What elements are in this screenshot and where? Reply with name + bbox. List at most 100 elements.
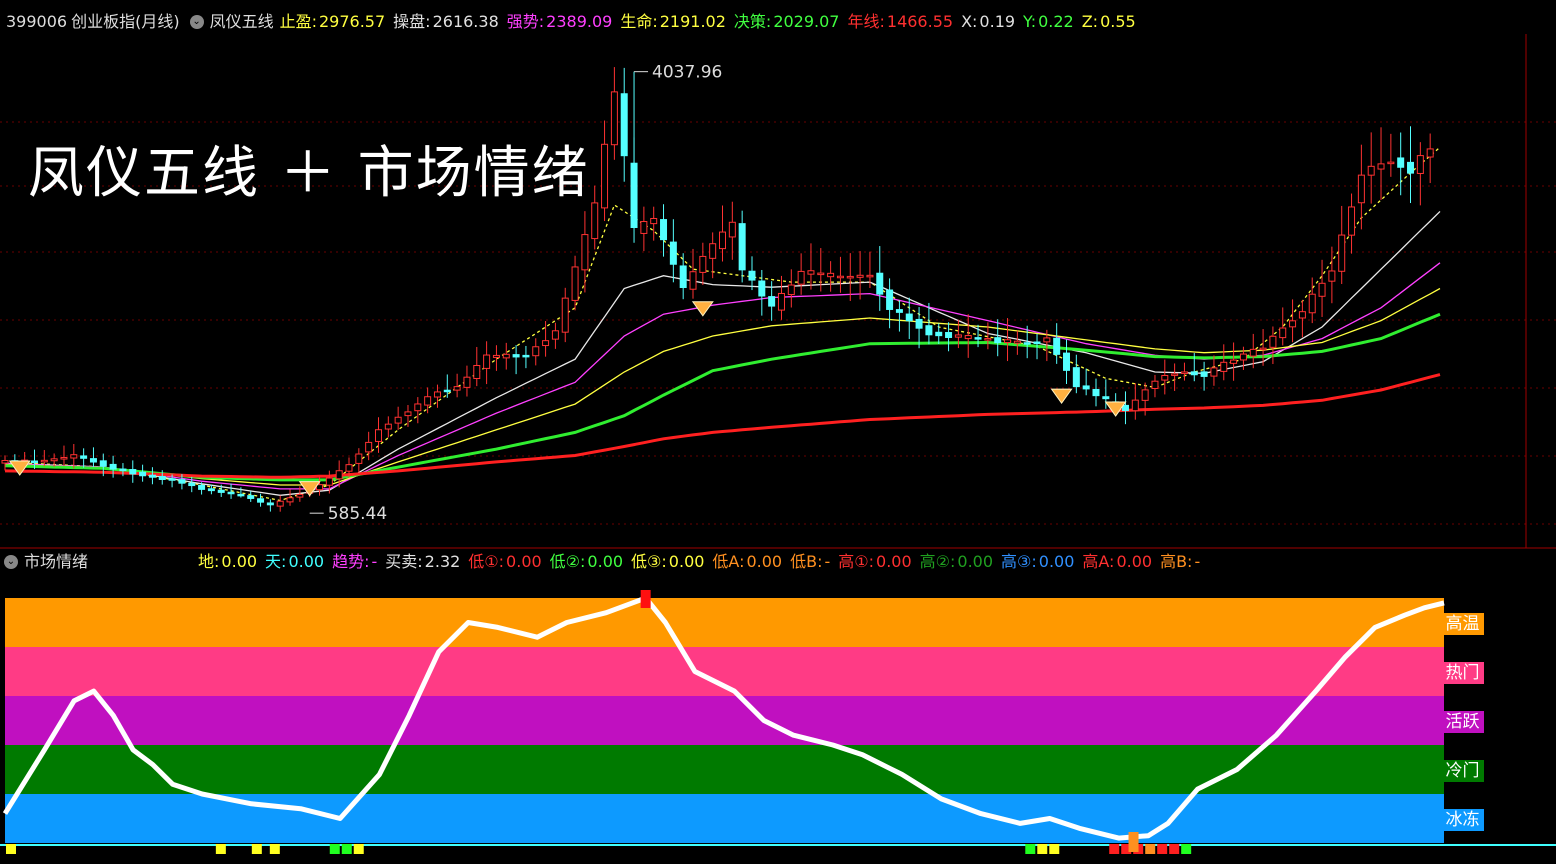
candle [217,489,225,493]
candle [158,475,166,480]
zone-tag [1441,760,1484,782]
candle [827,272,835,278]
sub-item-label: 低A: [712,552,745,571]
candle [758,280,766,297]
candle [689,271,697,290]
candle [905,313,913,322]
candle [1043,337,1051,343]
sub-item-value: - [1194,552,1201,571]
candle [1279,327,1287,339]
candlestick-chart[interactable]: 4037.96 585.44 [0,34,1556,549]
sub-item-value: 0.00 [288,552,325,571]
header-item-label: 生命: [620,12,658,31]
candle [247,495,255,499]
chevron-down-icon[interactable]: ⌄ [189,15,204,29]
chevron-down-icon[interactable]: ⌄ [4,555,18,569]
candle [60,457,68,460]
candle [777,292,785,311]
sub-indicator-name[interactable]: 市场情绪 [24,552,89,571]
candle [473,364,481,380]
candle [620,93,628,157]
peak-marker [640,590,651,608]
buy-signal-icon [8,460,31,476]
candle [984,338,992,341]
sub-item-label: 高B: [1160,552,1193,571]
candle [817,272,825,276]
header-item-label: 止盈: [279,12,317,31]
candle [768,296,776,307]
header-item-label: 操盘: [393,12,431,31]
buy-signal-icon [1050,388,1073,404]
candle [1259,347,1267,351]
zone-tag [1441,662,1484,684]
zone-band [5,794,1444,843]
ma-line-0 [4,146,1441,502]
candle [601,143,609,209]
sub-item-label: 高③: [1001,552,1037,571]
zone-band [5,598,1444,647]
signal-square [1109,844,1120,854]
sub-item-label: 趋势: [332,552,370,571]
candle [974,337,982,340]
candle [355,453,363,464]
candle [1348,206,1356,236]
candle [1180,371,1188,374]
sentiment-chart[interactable] [0,582,1556,864]
signal-square [1037,844,1048,854]
candle [1141,389,1149,401]
candle [335,470,343,480]
candle [483,354,491,369]
signal-square [1169,844,1180,854]
candle [571,266,579,301]
candle [561,297,569,333]
candle [748,270,756,281]
candle [650,217,658,225]
candle [89,458,97,463]
candle [365,441,373,453]
signal-square [1025,844,1036,854]
signal-square [1181,844,1192,854]
candle [1230,359,1238,364]
zone-label: 冷门 [1445,761,1480,781]
candle [846,275,854,279]
candle [1200,371,1208,377]
candle [99,460,107,467]
header-item-label: 强势: [506,12,545,31]
candle [296,493,304,498]
candle [374,429,382,442]
candle [384,423,392,430]
buy-signal-icon [691,301,714,317]
trough-marker [1128,832,1139,852]
candle [876,272,884,295]
symbol-name: 创业板指(月线) [71,12,180,31]
candle [30,460,38,464]
header-item-label: 决策: [733,12,772,31]
candle [1377,163,1385,170]
ma-line-5 [4,373,1441,479]
candle [1131,399,1139,412]
sub-item-label: 地: [198,552,220,571]
overlay-title: 凤仪五线 ＋ 市场情绪 [28,141,590,206]
candle [679,265,687,288]
zone-label: 活跃 [1445,712,1480,732]
candle [276,500,284,507]
candle [512,354,520,358]
sub-item-label: 低②: [549,552,586,571]
sub-item-label: 高②: [919,552,956,571]
candle [453,386,461,391]
candle [80,455,88,459]
indicator-name[interactable]: 凤仪五线 [209,12,274,31]
candle [807,270,815,275]
candle [286,497,294,503]
candle [1397,157,1405,168]
header-item-value: 2976.57 [319,12,386,31]
candle [728,221,736,238]
candle [178,479,186,484]
candle [424,396,432,406]
sub-item-label: 高A: [1082,552,1115,571]
candle [532,346,540,357]
candle [1,460,9,464]
candle [325,477,333,486]
candle [610,91,618,146]
candle [660,219,668,241]
